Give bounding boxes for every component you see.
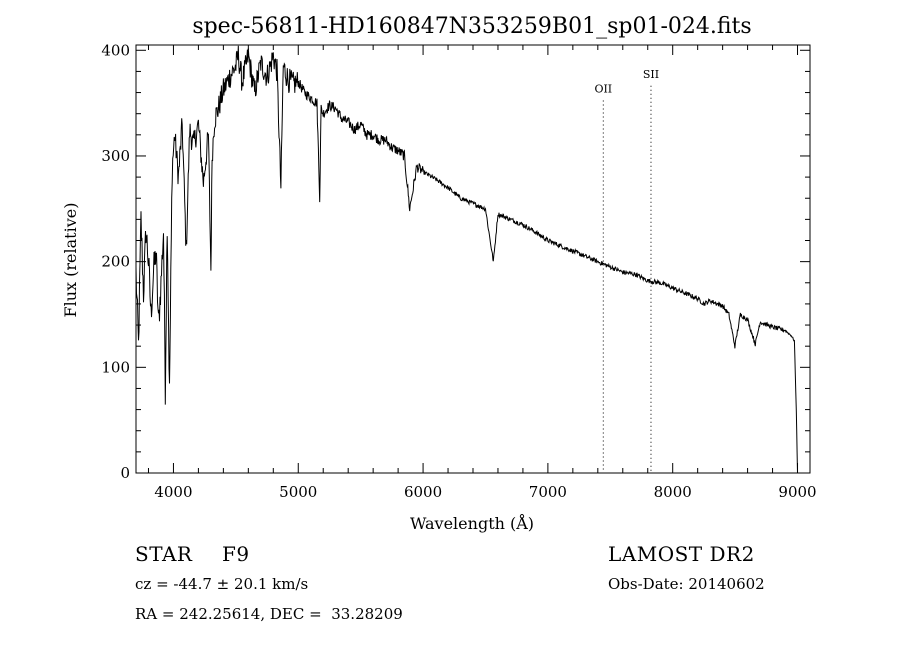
object-class: STAR <box>135 542 193 566</box>
x-tick-label: 5000 <box>279 483 317 501</box>
chart-title: spec-56811-HD160847N353259B01_sp01-024.f… <box>192 14 751 39</box>
y-tick-label: 100 <box>101 358 130 376</box>
y-tick-label: 400 <box>101 41 130 59</box>
y-tick-label: 0 <box>120 464 130 482</box>
spectrum-line <box>135 45 798 474</box>
axes: 4000 5000 6000 7000 8000 9000 0 100 200 300 400 <box>101 41 816 501</box>
y-tick-label: 200 <box>101 253 130 271</box>
x-tick-label: 6000 <box>404 483 442 501</box>
object-subclass: F9 <box>222 542 250 566</box>
y-axis-label: Flux (relative) <box>61 203 80 318</box>
x-axis-label: Wavelength (Å) <box>410 513 534 533</box>
x-tick-label: 7000 <box>529 483 567 501</box>
coordinates-text: RA = 242.25614, DEC = 33.28209 <box>135 605 403 623</box>
line-annotations: OII SII <box>594 68 659 473</box>
x-tick-label: 9000 <box>778 483 816 501</box>
annotation-label: SII <box>643 68 659 81</box>
redshift-text: cz = -44.7 ± 20.1 km/s <box>135 575 309 593</box>
x-tick-label: 4000 <box>154 483 192 501</box>
survey-name: LAMOST DR2 <box>608 542 755 566</box>
annotation-label: OII <box>594 83 612 96</box>
plot-frame <box>135 44 811 474</box>
y-tick-label: 300 <box>101 147 130 165</box>
x-tick-label: 8000 <box>654 483 692 501</box>
obs-date: Obs-Date: 20140602 <box>608 575 765 593</box>
